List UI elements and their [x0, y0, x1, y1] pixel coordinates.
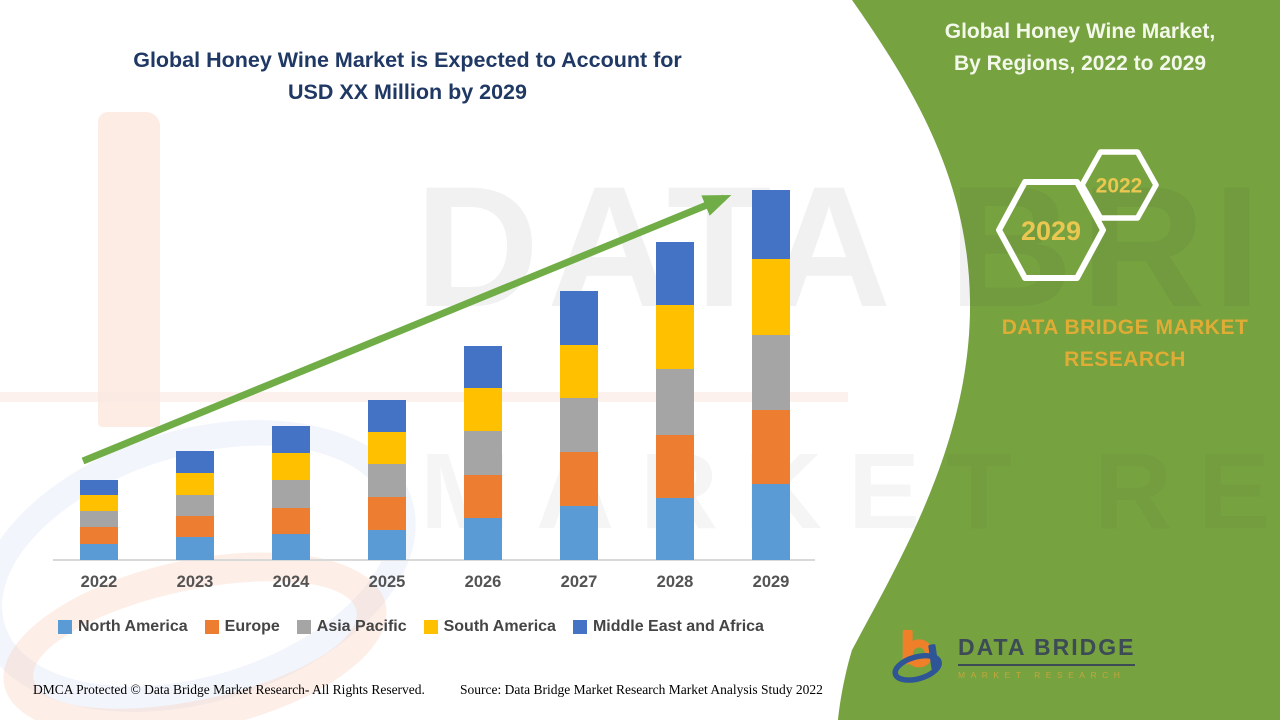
legend-item-asia-pacific: Asia Pacific [296, 618, 407, 636]
legend-swatch-icon [296, 620, 311, 634]
page-title: Global Honey Wine Market is Expected to … [40, 44, 775, 108]
brand-text-line1: DATA BRIDGE MARKET [1001, 316, 1249, 339]
legend-item-middle-east-and-africa: Middle East and Africa [572, 618, 764, 636]
footer-dmca-text: DMCA Protected © Data Bridge Market Rese… [33, 682, 425, 697]
footer-source-text: Source: Data Bridge Market Research Mark… [460, 682, 823, 697]
page-title-line2: USD XX Million by 2029 [288, 80, 527, 104]
legend-swatch-icon [423, 620, 438, 634]
side-panel-title-line2: By Regions, 2022 to 2029 [953, 52, 1207, 75]
side-panel-brand-text: DATA BRIDGE MARKET RESEARCH [960, 312, 1280, 376]
hexagon-2022 [1079, 149, 1159, 221]
legend-item-north-america: North America [58, 618, 188, 636]
hexagon-badges: 2022 2029 [996, 149, 1159, 281]
hexagon-2022-label: 2022 [1096, 175, 1143, 198]
brand-text-line2: RESEARCH [1064, 348, 1186, 371]
databridge-logo-icon [892, 629, 942, 683]
chart-legend: North America Europe Asia Pacific South Ame… [58, 618, 764, 636]
page-title-line1: Global Honey Wine Market is Expected to … [133, 48, 682, 72]
legend-item-south-america: South America [423, 618, 556, 636]
side-panel-title: Global Honey Wine Market, By Regions, 20… [890, 16, 1270, 80]
hexagon-2029-label: 2029 [1021, 216, 1081, 246]
legend-swatch-icon [58, 620, 72, 634]
legend-label: South America [443, 618, 556, 635]
legend-swatch-icon [572, 620, 587, 634]
databridge-logo: DATA BRIDGE MARKET RESEARCH [890, 628, 1136, 686]
legend-item-europe: Europe [204, 618, 280, 636]
side-panel-title-line1: Global Honey Wine Market, [944, 20, 1216, 43]
legend-label: Asia Pacific [316, 618, 407, 635]
logo-tagline: MARKET RESEARCH [958, 670, 1126, 680]
legend-swatch-icon [204, 620, 219, 634]
legend-label: Middle East and Africa [592, 618, 764, 635]
logo-wordmark: DATA BRIDGE [958, 634, 1136, 666]
legend-label: North America [78, 618, 188, 635]
legend-label: Europe [224, 618, 280, 635]
hexagon-2029 [996, 179, 1106, 281]
